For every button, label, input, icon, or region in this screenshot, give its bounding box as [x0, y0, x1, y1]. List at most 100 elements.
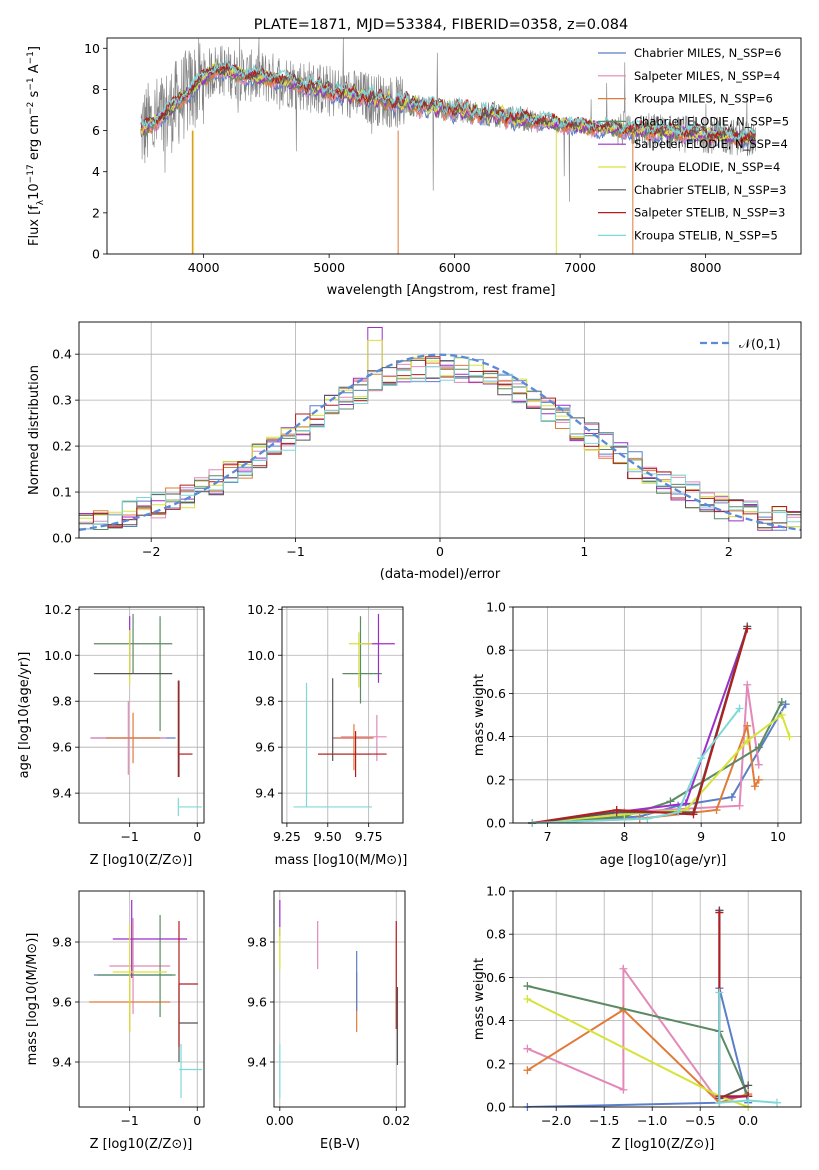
mass-weight-marker — [619, 1085, 628, 1094]
mass-weight-marker — [777, 698, 786, 707]
legend-entry-7: Salpeter STELIB, N_SSP=3 — [634, 206, 785, 220]
y-tick-label: 10.2 — [247, 602, 275, 617]
y-tick-label: 0.2 — [486, 772, 506, 787]
x-tick-label: 10 — [770, 829, 786, 844]
mass-weight-marker — [689, 810, 698, 819]
legend-entry-1: Salpeter MILES, N_SSP=4 — [634, 69, 780, 83]
legend-entry-0: Chabrier MILES, N_SSP=6 — [634, 46, 781, 60]
panel-7 — [509, 890, 801, 1111]
axes-frame — [78, 890, 205, 1108]
model-spectrum-2 — [140, 64, 756, 147]
x-tick-label: 0.00 — [266, 1113, 294, 1128]
x-axis-label: mass [log10(M/M⊙)] — [275, 853, 408, 868]
model-spectrum-8 — [140, 59, 756, 142]
y-tick-label: 0.4 — [486, 1013, 506, 1028]
y-tick-label: 2 — [92, 205, 100, 220]
y-tick-label: 9.8 — [52, 694, 72, 709]
y-tick-label: 9.4 — [52, 786, 72, 801]
x-tick-label: 2 — [725, 544, 733, 559]
mass-weight-marker — [773, 1098, 781, 1107]
y-tick-label: 0.8 — [486, 643, 506, 658]
mass-weight-line-6 — [532, 626, 749, 823]
y-tick-label: 0.0 — [486, 816, 506, 831]
y-tick-label: 0.0 — [52, 531, 72, 546]
y-tick-label: 6 — [92, 123, 100, 138]
mass-weight-marker — [643, 814, 652, 823]
y-tick-label: 9.6 — [52, 740, 72, 755]
axes-frame — [106, 37, 802, 255]
mass-weight-line-8 — [718, 992, 778, 1104]
mass-weight-marker — [523, 1066, 532, 1075]
axes-frame — [78, 321, 802, 539]
x-tick-label: −2.0 — [541, 1113, 571, 1128]
y-tick-label: 9.6 — [255, 740, 275, 755]
mass-weight-marker — [715, 1098, 724, 1107]
normal-reference-curve — [79, 353, 801, 532]
x-tick-label: 0 — [193, 1113, 201, 1128]
histogram-8 — [79, 356, 801, 530]
axes-frame — [273, 890, 406, 1108]
y-tick-label: 9.8 — [52, 935, 72, 950]
panel-1 — [75, 322, 801, 542]
mass-weight-line-7 — [532, 628, 749, 823]
x-axis-label: age [log10(age/yr)] — [600, 853, 727, 868]
mass-weight-marker — [523, 995, 532, 1003]
axes-frame — [78, 606, 205, 824]
mass-weight-marker — [715, 908, 724, 917]
mass-weight-marker — [619, 964, 628, 973]
y-tick-label: 4 — [92, 164, 100, 179]
y-tick-label: 0.4 — [486, 729, 506, 744]
x-tick-label: 0.0 — [738, 1113, 758, 1128]
mass-weight-marker — [750, 782, 759, 791]
y-tick-label: 0.1 — [52, 485, 72, 500]
y-tick-label: 0.0 — [486, 1100, 506, 1115]
x-tick-label: 8000 — [690, 260, 722, 275]
y-tick-label: 0.3 — [52, 393, 72, 408]
x-tick-label: 9.25 — [273, 829, 301, 844]
x-tick-label: 0 — [193, 829, 201, 844]
mass-weight-marker — [612, 806, 621, 815]
mass-weight-line-0 — [527, 987, 750, 1107]
y-axis-label: Normed distribution — [27, 365, 42, 495]
y-tick-label: 0.6 — [486, 970, 506, 985]
x-tick-label: 0 — [436, 544, 444, 559]
x-axis-label: Z [log10(Z/Z⊙)] — [90, 1137, 193, 1152]
x-tick-label: −1.5 — [589, 1113, 619, 1128]
x-axis-label: (data-model)/error — [380, 567, 501, 582]
mass-weight-marker — [697, 754, 706, 763]
mass-weight-marker — [777, 711, 786, 719]
mass-weight-marker — [754, 743, 763, 752]
x-tick-label: 5000 — [313, 260, 345, 275]
x-tick-label: 9.50 — [314, 829, 342, 844]
x-axis-label: wavelength [Angstrom, rest frame] — [327, 283, 556, 298]
y-tick-label: 10 — [84, 41, 100, 56]
mass-weight-line-1 — [527, 965, 721, 1104]
x-tick-label: −1.0 — [637, 1113, 667, 1128]
mass-weight-marker — [735, 801, 744, 810]
legend-entry-8: Kroupa STELIB, N_SSP=5 — [634, 228, 778, 242]
legend-entry-5: Kroupa ELODIE, N_SSP=4 — [634, 160, 780, 174]
mass-weight-marker — [712, 806, 721, 815]
x-tick-label: 1 — [580, 544, 588, 559]
x-tick-label: 4000 — [188, 260, 220, 275]
chart-title: PLATE=1871, MJD=53384, FIBERID=0358, z=0… — [254, 17, 628, 33]
y-tick-label: 8 — [92, 82, 100, 97]
panel-0 — [103, 47, 707, 258]
panel-5 — [75, 891, 204, 1111]
x-tick-label: −1 — [120, 829, 138, 844]
x-axis-label: E(B-V) — [320, 1137, 360, 1152]
mass-weight-marker — [715, 988, 724, 997]
x-tick-label: 9 — [697, 829, 705, 844]
mass-weight-marker — [727, 793, 736, 802]
mass-weight-marker — [674, 808, 683, 817]
y-tick-label: 9.8 — [255, 694, 275, 709]
y-tick-label: 9.4 — [247, 1055, 267, 1070]
mass-weight-line-2 — [526, 1008, 749, 1104]
y-axis-label: mass [log10(M/M⊙)] — [25, 933, 40, 1066]
y-tick-label: 0.2 — [52, 439, 72, 454]
legend-entry-2: Kroupa MILES, N_SSP=6 — [634, 92, 773, 106]
mass-weight-line-5 — [526, 998, 749, 1107]
mass-weight-marker — [754, 775, 763, 784]
y-tick-label: 9.8 — [247, 935, 267, 950]
